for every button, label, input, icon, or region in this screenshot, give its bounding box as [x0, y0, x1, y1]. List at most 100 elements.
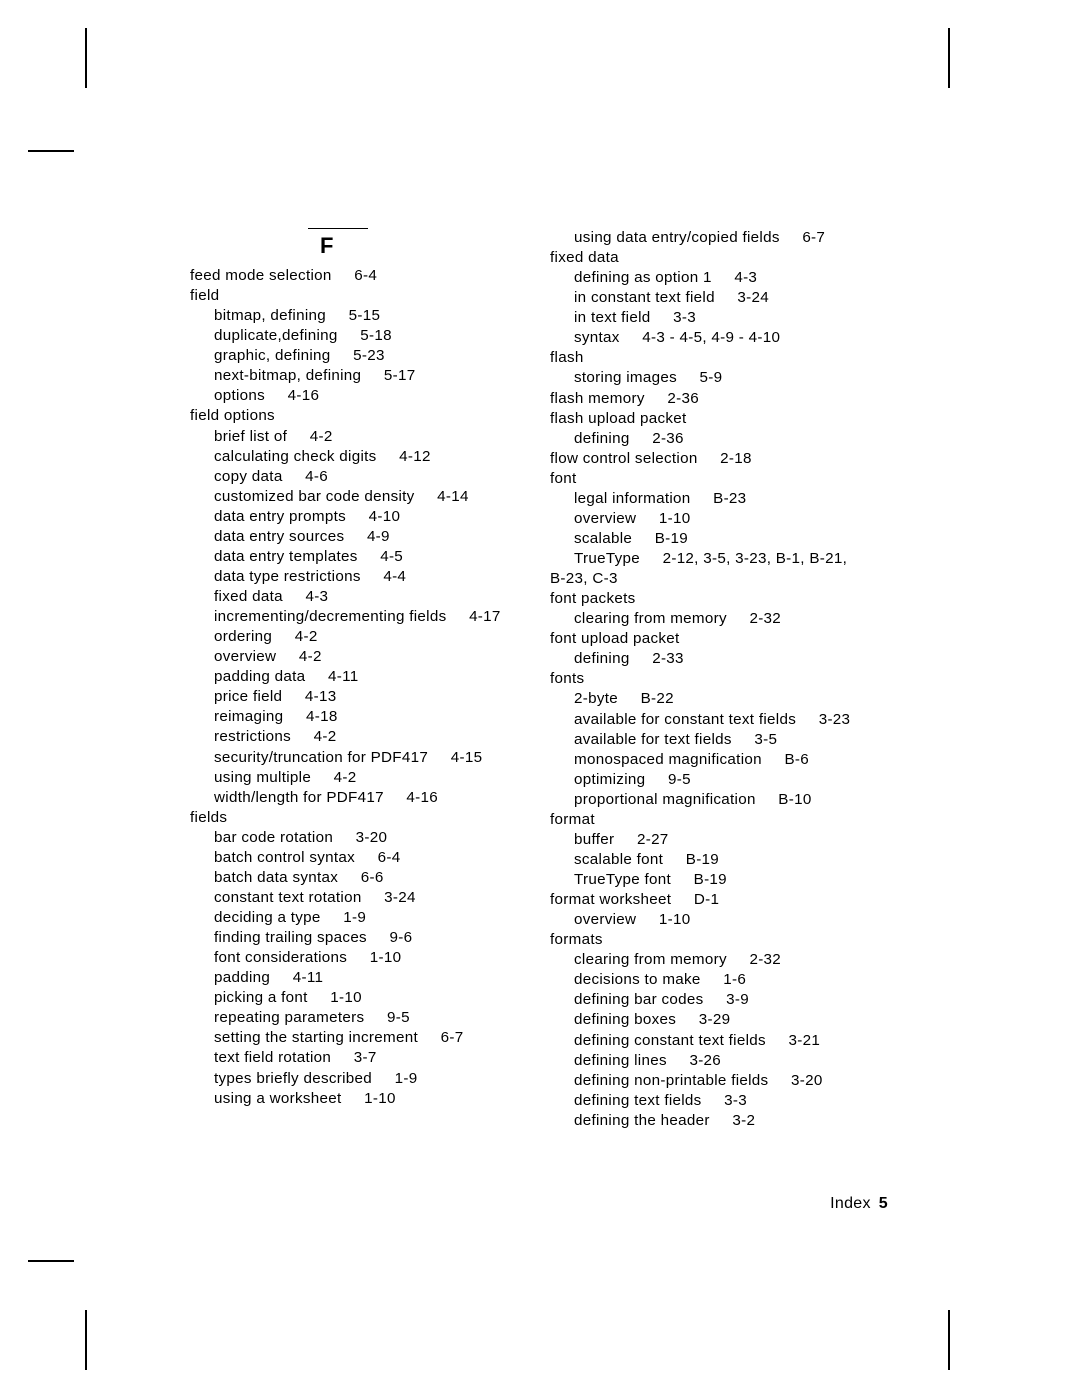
crop-mark	[85, 1310, 87, 1370]
index-entry: B-23, C-3	[550, 569, 890, 589]
index-entry: defining bar codes 3-9	[550, 990, 890, 1010]
crop-mark	[28, 1260, 74, 1262]
index-entry: defining lines 3-26	[550, 1051, 890, 1071]
index-entry: finding trailing spaces 9-6	[190, 928, 530, 948]
index-entry: brief list of 4-2	[190, 427, 530, 447]
index-entry: proportional magnification B-10	[550, 790, 890, 810]
index-entry: incrementing/decrementing fields 4-17	[190, 607, 530, 627]
index-entry: flash memory 2-36	[550, 389, 890, 409]
index-entry: fonts	[550, 669, 890, 689]
index-entry: field options	[190, 406, 530, 426]
index-entry: repeating parameters 9-5	[190, 1008, 530, 1028]
index-entry: buffer 2-27	[550, 830, 890, 850]
index-entry: reimaging 4-18	[190, 707, 530, 727]
index-entry: feed mode selection 6-4	[190, 266, 530, 286]
index-entry: font packets	[550, 589, 890, 609]
index-entry: fields	[190, 808, 530, 828]
section-rule	[308, 228, 368, 229]
crop-mark	[948, 28, 950, 88]
index-entry: overview 1-10	[550, 910, 890, 930]
index-entry: defining as option 1 4-3	[550, 268, 890, 288]
section-letter: F	[320, 231, 530, 260]
crop-mark	[28, 150, 74, 152]
crop-mark	[948, 1310, 950, 1370]
index-entry: graphic, defining 5-23	[190, 346, 530, 366]
index-entry: data entry templates 4-5	[190, 547, 530, 567]
index-entry: restrictions 4-2	[190, 727, 530, 747]
index-entry: next-bitmap, defining 5-17	[190, 366, 530, 386]
index-entry: flow control selection 2-18	[550, 449, 890, 469]
index-entry: defining text fields 3-3	[550, 1091, 890, 1111]
index-entry: formats	[550, 930, 890, 950]
index-entry: bitmap, defining 5-15	[190, 306, 530, 326]
index-entry: padding data 4-11	[190, 667, 530, 687]
index-entry: copy data 4-6	[190, 467, 530, 487]
index-entry: defining boxes 3-29	[550, 1010, 890, 1030]
left-column: F feed mode selection 6-4fieldbitmap, de…	[190, 228, 530, 1131]
index-entry: flash	[550, 348, 890, 368]
index-entry: TrueType font B-19	[550, 870, 890, 890]
index-entry: format worksheet D-1	[550, 890, 890, 910]
index-entry: TrueType 2-12, 3-5, 3-23, B-1, B-21,	[550, 549, 890, 569]
index-entry: ordering 4-2	[190, 627, 530, 647]
index-entry: types briefly described 1-9	[190, 1069, 530, 1089]
index-entry: 2-byte B-22	[550, 689, 890, 709]
index-entry: options 4-16	[190, 386, 530, 406]
index-entry: defining 2-36	[550, 429, 890, 449]
index-entry: field	[190, 286, 530, 306]
index-entry: flash upload packet	[550, 409, 890, 429]
index-entry: batch control syntax 6-4	[190, 848, 530, 868]
index-entry: font	[550, 469, 890, 489]
index-entry: security/truncation for PDF417 4-15	[190, 748, 530, 768]
index-page: F feed mode selection 6-4fieldbitmap, de…	[0, 0, 1080, 1397]
index-entry: syntax 4-3 - 4-5, 4-9 - 4-10	[550, 328, 890, 348]
index-entry: in text field 3-3	[550, 308, 890, 328]
index-entry: overview 4-2	[190, 647, 530, 667]
index-entry: in constant text field 3-24	[550, 288, 890, 308]
index-entry: storing images 5-9	[550, 368, 890, 388]
index-entry: available for text fields 3-5	[550, 730, 890, 750]
index-entry: width/length for PDF417 4-16	[190, 788, 530, 808]
index-entry: defining 2-33	[550, 649, 890, 669]
index-entry: batch data syntax 6-6	[190, 868, 530, 888]
index-entry: data entry prompts 4-10	[190, 507, 530, 527]
index-entry: overview 1-10	[550, 509, 890, 529]
index-entry: price field 4-13	[190, 687, 530, 707]
index-entry: legal information B-23	[550, 489, 890, 509]
index-entry: text field rotation 3-7	[190, 1048, 530, 1068]
index-entry: using a worksheet 1-10	[190, 1089, 530, 1109]
index-entry: fixed data 4-3	[190, 587, 530, 607]
footer-label: Index	[830, 1195, 871, 1212]
index-entry: format	[550, 810, 890, 830]
index-entry: data type restrictions 4-4	[190, 567, 530, 587]
index-entry: using multiple 4-2	[190, 768, 530, 788]
index-entry: font upload packet	[550, 629, 890, 649]
footer-page: 5	[879, 1195, 888, 1212]
index-entry: clearing from memory 2-32	[550, 950, 890, 970]
index-entry: defining constant text fields 3-21	[550, 1031, 890, 1051]
index-content: F feed mode selection 6-4fieldbitmap, de…	[190, 228, 890, 1131]
index-entry: monospaced magnification B-6	[550, 750, 890, 770]
right-column: using data entry/copied fields 6-7fixed …	[550, 228, 890, 1131]
index-entry: duplicate,defining 5-18	[190, 326, 530, 346]
index-entry: customized bar code density 4-14	[190, 487, 530, 507]
index-entry: font considerations 1-10	[190, 948, 530, 968]
index-entry: picking a font 1-10	[190, 988, 530, 1008]
index-entry: scalable font B-19	[550, 850, 890, 870]
index-entry: constant text rotation 3-24	[190, 888, 530, 908]
index-columns: F feed mode selection 6-4fieldbitmap, de…	[190, 228, 890, 1131]
index-entry: deciding a type 1-9	[190, 908, 530, 928]
index-entry: padding 4-11	[190, 968, 530, 988]
page-footer: Index 5	[830, 1195, 888, 1213]
index-entry: using data entry/copied fields 6-7	[550, 228, 890, 248]
index-entry: clearing from memory 2-32	[550, 609, 890, 629]
index-entry: setting the starting increment 6-7	[190, 1028, 530, 1048]
index-entry: defining the header 3-2	[550, 1111, 890, 1131]
index-entry: available for constant text fields 3-23	[550, 710, 890, 730]
index-entry: optimizing 9-5	[550, 770, 890, 790]
index-entry: data entry sources 4-9	[190, 527, 530, 547]
index-entry: defining non-printable fields 3-20	[550, 1071, 890, 1091]
index-entry: scalable B-19	[550, 529, 890, 549]
index-entry: fixed data	[550, 248, 890, 268]
crop-mark	[85, 28, 87, 88]
